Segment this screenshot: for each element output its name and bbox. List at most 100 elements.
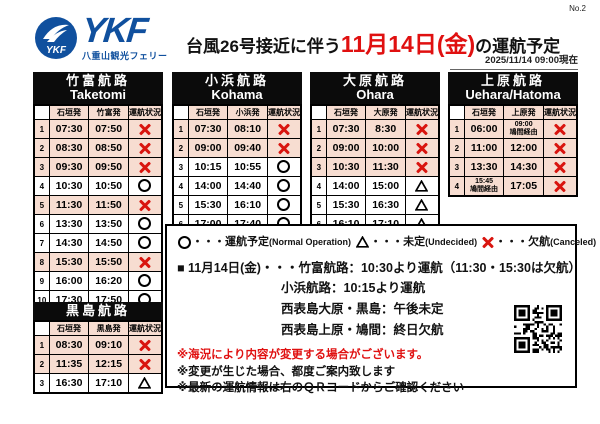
- triangle-icon: [415, 198, 429, 211]
- circle-icon: [138, 179, 152, 193]
- schedule-row: 2 09:00 10:00: [310, 138, 440, 159]
- column-header: 運航状況: [127, 104, 163, 121]
- triangle-icon: [355, 235, 370, 248]
- row-number: 6: [33, 214, 50, 235]
- schedule-table: 石垣発 竹富発 運航状況 1 07:30 07:50 2 08:30 08:50 3 09:30 09…: [33, 104, 163, 312]
- time-cell: 15:45 鳩間経由: [463, 176, 505, 197]
- qr-code: [514, 305, 562, 353]
- schedule-row: 2 09:00 09:40: [172, 138, 302, 159]
- time-cell: 14:40: [227, 176, 268, 197]
- announcement-line-kohama: 小浜航路：10:15より運航: [281, 281, 426, 295]
- schedule-table: 石垣発 小浜発 運航状況 1 07:30 08:10 2 09:00 09:40 3 10:15 10…: [172, 104, 302, 236]
- x-mark-icon: [554, 142, 566, 155]
- column-header: 竹富発: [88, 104, 129, 121]
- time-cell: 10:15: [187, 157, 229, 178]
- row-number: 5: [33, 195, 50, 216]
- column-header: 石垣発: [325, 104, 367, 121]
- page-number: No.2: [569, 4, 586, 13]
- status-cell-canceled: [127, 138, 163, 159]
- column-header: 上原発: [503, 104, 544, 121]
- x-mark-icon: [139, 256, 151, 269]
- kohama-schedule-table: 小浜航路 Kohama 石垣発 小浜発 運航状況 1 07:30 08:10 2 09:00 09:…: [172, 72, 302, 236]
- ohara-schedule-table: 大原航路 Ohara 石垣発 大原発 運航状況 1 07:30 8:30 2 09:00 10:00…: [310, 72, 440, 236]
- legend-normal: ・・・運航予定(Normal Operation): [178, 235, 351, 249]
- row-number: 5: [310, 195, 327, 216]
- time-cell: 17:05: [503, 176, 544, 197]
- status-cell-canceled: [127, 157, 163, 178]
- status-cell-undecided: [127, 373, 163, 394]
- time-cell: 12:15: [88, 354, 129, 375]
- x-mark-icon: [278, 142, 290, 155]
- time-cell: 8:30: [365, 119, 406, 140]
- status-cell-canceled: [542, 157, 578, 178]
- time-cell: 14:00: [325, 176, 367, 197]
- status-cell-canceled: [404, 138, 440, 159]
- x-mark-icon: [554, 123, 566, 136]
- status-cell-canceled: [404, 119, 440, 140]
- row-number: 4: [33, 176, 50, 197]
- column-header: 運航状況: [404, 104, 440, 121]
- time-cell: 11:35: [48, 354, 90, 375]
- schedule-row: 1 06:00 09:00 鳩間経由: [448, 119, 578, 140]
- time-cell: 08:50: [88, 138, 129, 159]
- kuroshima-schedule-table: 黒島航路 石垣発 黒島発 運航状況 1 08:30 09:10 2 11:35 12:15 3 16:…: [33, 302, 163, 395]
- route-title: 黒島航路: [33, 302, 163, 321]
- row-number: 3: [310, 157, 327, 178]
- taketomi-schedule-table: 竹富航路 Taketomi 石垣発 竹富発 運航状況 1 07:30 07:50 2 08:30 0…: [33, 72, 163, 312]
- status-cell-canceled: [266, 138, 302, 159]
- schedule-row: 2 11:00 12:00: [448, 138, 578, 159]
- time-cell: 15:30: [48, 252, 90, 273]
- status-cell-normal: [266, 195, 302, 216]
- time-cell: 16:20: [88, 271, 129, 292]
- circle-icon: [277, 198, 291, 212]
- column-header: 石垣発: [48, 320, 90, 337]
- time-cell: 14:50: [88, 233, 129, 254]
- x-mark-icon: [139, 142, 151, 155]
- schedule-row: 3 09:30 09:50: [33, 157, 163, 178]
- circle-icon: [178, 235, 191, 249]
- status-legend: ・・・運航予定(Normal Operation) ・・・未定(Undecide…: [177, 233, 596, 249]
- schedule-row: 4 15:45 鳩間経由 17:05: [448, 176, 578, 197]
- time-cell: 11:30: [48, 195, 90, 216]
- status-cell-canceled: [542, 119, 578, 140]
- column-header: 石垣発: [187, 104, 229, 121]
- notice-box: ・・・運航予定(Normal Operation) ・・・未定(Undecide…: [165, 224, 596, 394]
- schedule-row: 3 16:30 17:10: [33, 373, 163, 394]
- row-number: 2: [33, 354, 50, 375]
- time-cell: 15:50: [88, 252, 129, 273]
- row-number: 7: [33, 233, 50, 254]
- row-number: 4: [172, 176, 189, 197]
- schedule-row: 1 07:30 8:30: [310, 119, 440, 140]
- svg-text:YKF: YKF: [46, 45, 67, 56]
- legend-undecided: ・・・未定(Undecided): [355, 235, 477, 248]
- schedule-row: 4 14:00 15:00: [310, 176, 440, 197]
- time-cell: 16:00: [48, 271, 90, 292]
- time-cell: 13:50: [88, 214, 129, 235]
- schedule-row: 4 14:00 14:40: [172, 176, 302, 197]
- route-title: 大原航路 Ohara: [310, 72, 440, 105]
- circle-icon: [138, 217, 152, 231]
- time-cell: 11:00: [463, 138, 505, 159]
- schedule-row: 7 14:30 14:50: [33, 233, 163, 254]
- uehara-schedule-table: 上原航路 Uehara/Hatoma 石垣発 上原発 運航状況 1 06:00 09:00 鳩間…: [448, 72, 578, 198]
- status-cell-canceled: [542, 176, 578, 197]
- time-cell: 07:50: [88, 119, 129, 140]
- row-number: 2: [172, 138, 189, 159]
- schedule-row: 4 10:30 10:50: [33, 176, 163, 197]
- status-cell-undecided: [404, 195, 440, 216]
- time-cell: 16:30: [365, 195, 406, 216]
- status-cell-undecided: [404, 176, 440, 197]
- schedule-row: 5 15:30 16:30: [310, 195, 440, 216]
- schedule-row: 6 13:30 13:50: [33, 214, 163, 235]
- time-cell: 09:50: [88, 157, 129, 178]
- row-number: 4: [448, 176, 465, 197]
- corner-cell: [33, 320, 50, 337]
- row-number: 2: [310, 138, 327, 159]
- time-cell: 14:30: [48, 233, 90, 254]
- row-number: 3: [33, 373, 50, 394]
- status-cell-normal: [266, 176, 302, 197]
- circle-icon: [277, 179, 291, 193]
- schedule-table: 石垣発 大原発 運航状況 1 07:30 8:30 2 09:00 10:00 3 10:30 11:…: [310, 104, 440, 236]
- row-number: 4: [310, 176, 327, 197]
- time-cell: 08:30: [48, 138, 90, 159]
